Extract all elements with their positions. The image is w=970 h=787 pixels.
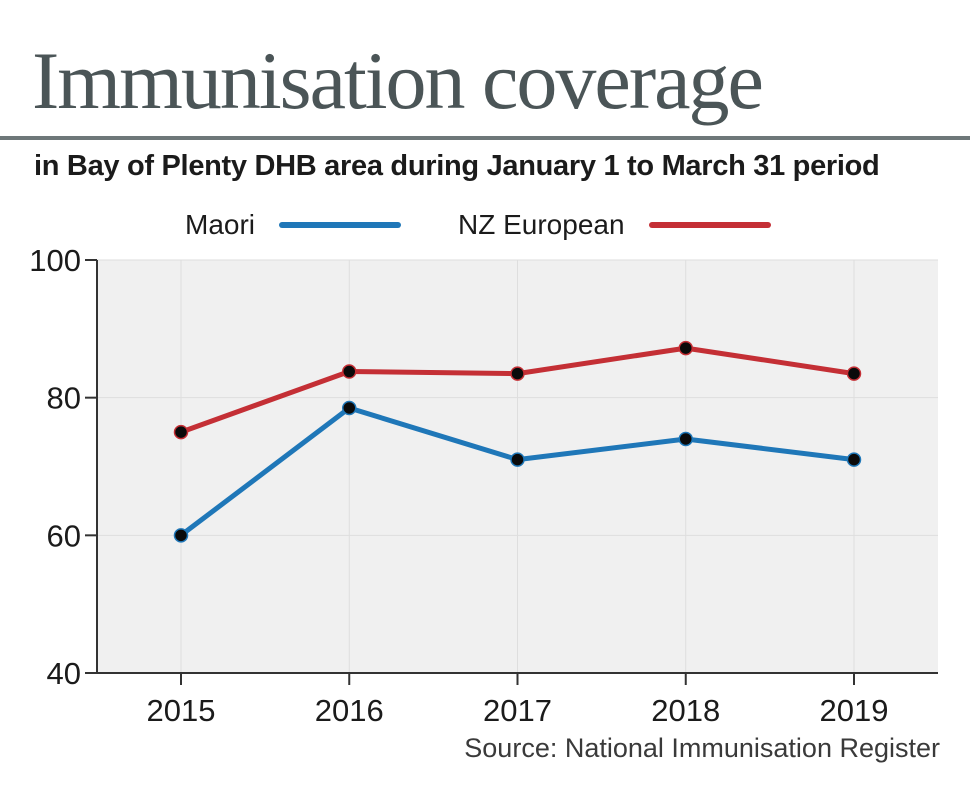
data-point-maori — [678, 431, 693, 447]
data-point-nz-european — [678, 340, 693, 356]
y-tick-label: 100 — [29, 243, 81, 278]
title-divider — [0, 136, 970, 140]
legend-item-nz-european: NZ European — [458, 200, 771, 250]
data-point-nz-european — [510, 366, 525, 381]
y-tick-label: 60 — [47, 518, 81, 553]
chart-title: Immunisation coverage — [32, 35, 764, 126]
legend-swatch-maori — [279, 222, 402, 228]
y-tick-label: 40 — [47, 656, 81, 691]
x-tick-label: 2019 — [820, 693, 889, 728]
x-tick-label: 2017 — [483, 693, 552, 728]
data-point-maori — [510, 452, 525, 467]
chart-subtitle: in Bay of Plenty DHB area during January… — [34, 150, 880, 182]
legend-item-maori: Maori — [185, 200, 402, 250]
x-tick-label: 2018 — [651, 693, 720, 728]
data-point-maori — [846, 452, 862, 467]
legend: Maori NZ European — [0, 200, 970, 250]
legend-label-maori: Maori — [185, 209, 256, 240]
legend-swatch-nz-european — [648, 222, 771, 228]
source-note: Source: National Immunisation Register — [464, 733, 940, 763]
x-tick-label: 2016 — [315, 693, 384, 728]
data-point-nz-european — [342, 364, 357, 379]
y-tick-label: 80 — [47, 381, 81, 416]
legend-label-nz-european: NZ European — [458, 209, 625, 240]
data-point-maori — [173, 528, 189, 543]
x-tick-label: 2015 — [147, 693, 216, 728]
data-point-maori — [342, 400, 357, 416]
data-point-nz-european — [846, 366, 862, 381]
data-point-nz-european — [173, 424, 189, 440]
